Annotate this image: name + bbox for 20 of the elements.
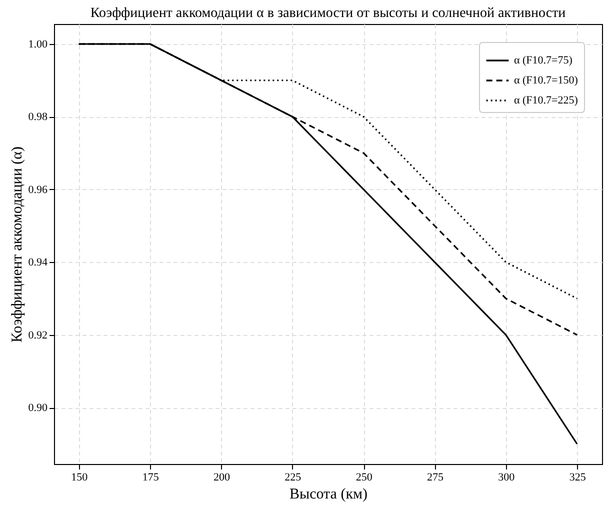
x-tick-label: 275 (427, 472, 444, 484)
x-tick-label: 325 (569, 472, 586, 484)
x-axis-title: Высота (км) (290, 486, 368, 502)
x-tick-label: 150 (71, 472, 88, 484)
x-tick-label: 300 (498, 472, 516, 484)
x-tick-label: 175 (142, 472, 160, 484)
legend-label: α (F10.7=150) (514, 74, 578, 86)
x-tick-label: 250 (356, 472, 373, 484)
y-tick-label: 0.92 (28, 329, 48, 342)
y-tick-label: 0.98 (28, 111, 48, 124)
y-tick-label: 0.96 (28, 184, 48, 196)
legend-label: α (F10.7=225) (514, 94, 578, 106)
y-tick-label: 0.94 (28, 256, 48, 269)
x-tick-label: 225 (284, 472, 302, 484)
x-tick-label: 200 (213, 472, 230, 484)
y-tick-label: 1.00 (28, 38, 48, 50)
chart-title: Коэффициент аккомодации α в зависимости от высоты и солнечной активности (90, 6, 566, 21)
y-tick-label: 0.90 (28, 402, 48, 414)
y-axis-title: Коэффициент аккомодации (α) (9, 146, 26, 342)
legend-label: α (F10.7=75) (514, 54, 573, 66)
